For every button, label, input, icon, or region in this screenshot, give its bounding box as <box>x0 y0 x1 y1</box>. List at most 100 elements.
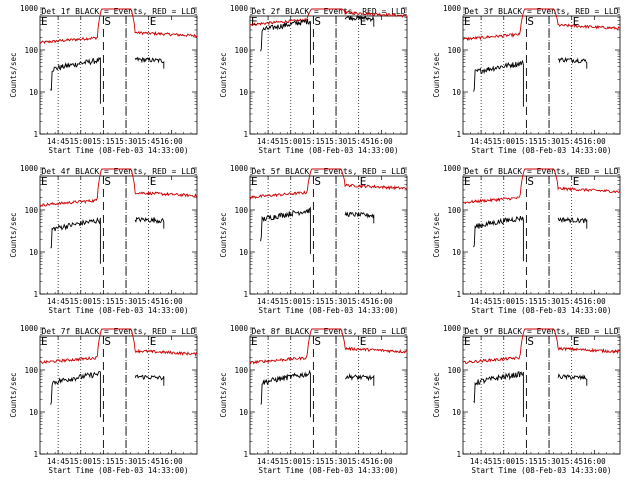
y-axis-label: Counts/sec <box>219 212 228 257</box>
marker-e: E <box>573 175 580 188</box>
plot-frame <box>462 175 621 295</box>
plot-frame <box>39 335 198 455</box>
x-tick-label: 14:45 <box>47 457 70 466</box>
x-tick-label: 15:30 <box>325 457 348 466</box>
marker-e: E <box>360 335 367 348</box>
panel-det-5: Det 5f BLACK = Events, RED = LLD 1 10 100 10… <box>219 164 408 315</box>
y-axis-label: Counts/sec <box>9 372 18 417</box>
x-tick-label: 16:00 <box>160 297 183 306</box>
marker-e: E <box>41 335 48 348</box>
events-series-post <box>134 56 165 69</box>
marker-s: S <box>527 335 534 348</box>
y-tick-label: 1 <box>33 290 38 299</box>
y-tick-label: 10 <box>452 88 462 97</box>
x-tick-label: 15:45 <box>137 297 160 306</box>
x-tick-label: 15:30 <box>325 297 348 306</box>
x-tick-label: 15:45 <box>347 137 370 146</box>
x-tick-label: 15:00 <box>492 297 515 306</box>
plot-frame <box>462 15 621 135</box>
events-series-pre <box>50 371 101 418</box>
x-tick-label: 15:15 <box>515 457 538 466</box>
marker-s: S <box>104 175 111 188</box>
panel-title: Det 8f BLACK = Events, RED = LLD <box>251 327 405 336</box>
x-tick-label: 16:00 <box>160 457 183 466</box>
marker-e: E <box>251 335 258 348</box>
panel-title: Det 1f BLACK = Events, RED = LLD <box>41 7 195 16</box>
marker-e: E <box>464 175 471 188</box>
y-axis-label: Counts/sec <box>432 52 441 97</box>
lld-series-line <box>462 168 621 205</box>
events-series-pre <box>50 56 101 104</box>
y-tick-label: 1 <box>243 130 248 139</box>
y-tick-label: 100 <box>447 206 461 215</box>
events-series-pre <box>260 369 311 418</box>
y-tick-label: 1 <box>33 130 38 139</box>
events-series-post <box>344 373 375 386</box>
plot-frame <box>249 335 408 455</box>
events-series-pre <box>50 217 101 264</box>
marker-e: E <box>360 15 367 28</box>
marker-s: S <box>314 335 321 348</box>
marker-e: E <box>150 335 157 348</box>
x-tick-label: 14:45 <box>257 297 280 306</box>
y-tick-label: 1 <box>243 290 248 299</box>
panel-det-3: Det 3f BLACK = Events, RED = LLD 1 10 100 10… <box>432 4 621 155</box>
y-axis-label: Counts/sec <box>219 372 228 417</box>
x-tick-label: 15:30 <box>115 137 138 146</box>
x-tick-label: 15:30 <box>538 457 561 466</box>
marker-s: S <box>314 15 321 28</box>
x-tick-label: 16:00 <box>160 137 183 146</box>
panel-det-8: Det 8f BLACK = Events, RED = LLD 1 10 100 10… <box>219 324 408 475</box>
x-tick-label: 16:00 <box>370 137 393 146</box>
lld-series-line <box>39 168 198 207</box>
x-tick-label: 15:15 <box>302 137 325 146</box>
plot-frame <box>39 15 198 135</box>
panel-det-7: Det 7f BLACK = Events, RED = LLD 1 10 100 10… <box>9 324 198 475</box>
x-tick-label: 15:15 <box>515 297 538 306</box>
marker-e: E <box>150 175 157 188</box>
panel-title: Det 9f BLACK = Events, RED = LLD <box>464 327 618 336</box>
marker-e: E <box>41 175 48 188</box>
x-tick-label: 15:15 <box>515 137 538 146</box>
x-tick-label: 15:45 <box>347 297 370 306</box>
plot-frame <box>249 15 408 135</box>
x-tick-label: 14:45 <box>257 457 280 466</box>
y-tick-label: 1 <box>33 450 38 459</box>
panel-det-9: Det 9f BLACK = Events, RED = LLD 1 10 100 10… <box>432 324 621 475</box>
marker-e: E <box>464 15 471 28</box>
panel-det-4: Det 4f BLACK = Events, RED = LLD 1 10 100 10… <box>9 164 198 315</box>
y-tick-label: 100 <box>447 46 461 55</box>
marker-e: E <box>573 15 580 28</box>
marker-s: S <box>527 15 534 28</box>
lld-series-line <box>462 8 621 41</box>
y-tick-label: 100 <box>24 46 38 55</box>
marker-e: E <box>464 335 471 348</box>
x-tick-label: 16:00 <box>583 457 606 466</box>
lld-series-line <box>39 328 198 365</box>
panel-det-2: Det 2f BLACK = Events, RED = LLD 1 10 100 10… <box>219 4 408 155</box>
x-tick-label: 15:15 <box>92 457 115 466</box>
x-tick-label: 15:30 <box>325 137 348 146</box>
x-tick-label: 14:45 <box>470 137 493 146</box>
marker-s: S <box>527 175 534 188</box>
y-tick-label: 10 <box>239 88 249 97</box>
y-tick-label: 10 <box>29 408 39 417</box>
marker-s: S <box>104 15 111 28</box>
panel-title: Det 4f BLACK = Events, RED = LLD <box>41 167 195 176</box>
events-series-pre <box>260 19 311 65</box>
panel-det-1: Det 1f BLACK = Events, RED = LLD 1 10 100 10… <box>9 4 198 155</box>
x-tick-label: 15:00 <box>69 297 92 306</box>
x-tick-label: 14:45 <box>47 297 70 306</box>
marker-e: E <box>41 15 48 28</box>
x-tick-label: 16:00 <box>583 137 606 146</box>
marker-e: E <box>251 15 258 28</box>
x-tick-label: 15:45 <box>347 457 370 466</box>
x-tick-label: 15:45 <box>137 137 160 146</box>
events-series-post <box>134 216 165 229</box>
panel-title: Det 6f BLACK = Events, RED = LLD <box>464 167 618 176</box>
panel-title: Det 2f BLACK = Events, RED = LLD <box>251 7 405 16</box>
y-tick-label: 10 <box>29 88 39 97</box>
lld-series-line <box>249 168 408 200</box>
panel-title: Det 5f BLACK = Events, RED = LLD <box>251 167 405 176</box>
y-tick-label: 10 <box>239 248 249 257</box>
